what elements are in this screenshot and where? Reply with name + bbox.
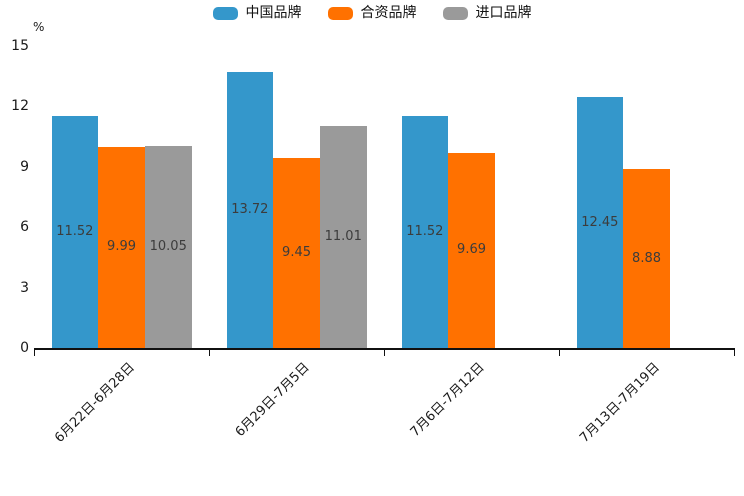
bar-中国品牌-1 — [226, 71, 274, 348]
legend-label-0: 中国品牌 — [245, 5, 302, 21]
y-tick-label-3: 3 — [20, 279, 29, 296]
y-tick-label-0: 0 — [20, 340, 29, 356]
legend-swatch-2 — [442, 6, 468, 20]
legend-label-2: 进口品牌 — [475, 5, 532, 21]
y-tick-label-6: 6 — [20, 219, 29, 236]
bar-value-label-合资品牌-1: 9.45 — [282, 244, 311, 260]
y-tick-label-15: 15 — [11, 38, 29, 54]
bar-合资品牌-1 — [273, 157, 320, 348]
bar-中国品牌-0 — [51, 116, 99, 348]
bar-合资品牌-2 — [448, 152, 495, 348]
x-axis-tick-2 — [383, 350, 385, 356]
x-axis-tick-0 — [33, 350, 35, 356]
legend-swatch-0 — [212, 6, 238, 20]
x-category-label-1: 6月29日-7月5日 — [232, 360, 313, 440]
x-category-label-0: 6月22日-6月28日 — [51, 360, 138, 446]
y-tick-label-9: 9 — [20, 158, 29, 175]
bar-value-label-合资品牌-2: 9.69 — [457, 242, 486, 258]
bar-合资品牌-3 — [623, 169, 670, 348]
bar-合资品牌-0 — [98, 146, 145, 348]
bar-value-label-中国品牌-3: 12.45 — [581, 214, 619, 230]
bar-value-label-进口品牌-0: 10.05 — [149, 238, 187, 254]
x-category-label-2: 7月6日-7月12日 — [407, 360, 488, 440]
x-axis-tick-4 — [733, 350, 735, 356]
x-category-label-3: 7月13日-7月19日 — [576, 360, 663, 446]
bar-中国品牌-2 — [401, 116, 449, 348]
legend-swatch-1 — [327, 6, 353, 20]
y-axis-unit-label: % — [33, 20, 45, 34]
bar-进口品牌-1 — [319, 126, 367, 348]
bar-value-label-合资品牌-3: 8.88 — [632, 250, 661, 266]
legend-label-1: 合资品牌 — [360, 5, 417, 21]
x-axis-tick-1 — [208, 350, 210, 356]
legend-item-2: 进口品牌 — [442, 5, 532, 21]
legend-item-1: 合资品牌 — [327, 5, 417, 21]
bar-value-label-合资品牌-0: 9.99 — [107, 239, 136, 255]
y-tick-label-12: 12 — [11, 98, 29, 115]
x-axis-tick-3 — [558, 350, 560, 356]
bar-value-label-中国品牌-0: 11.52 — [56, 224, 94, 240]
bar-value-label-中国品牌-2: 11.52 — [406, 224, 444, 240]
bar-value-label-中国品牌-1: 13.72 — [231, 201, 269, 217]
bar-value-label-进口品牌-1: 11.01 — [324, 229, 362, 245]
x-axis-line — [33, 348, 735, 350]
bar-中国品牌-3 — [576, 97, 624, 348]
legend-item-0: 中国品牌 — [212, 5, 302, 21]
chart-legend: 中国品牌 合资品牌 进口品牌 — [0, 6, 744, 20]
bar-进口品牌-0 — [144, 145, 192, 348]
